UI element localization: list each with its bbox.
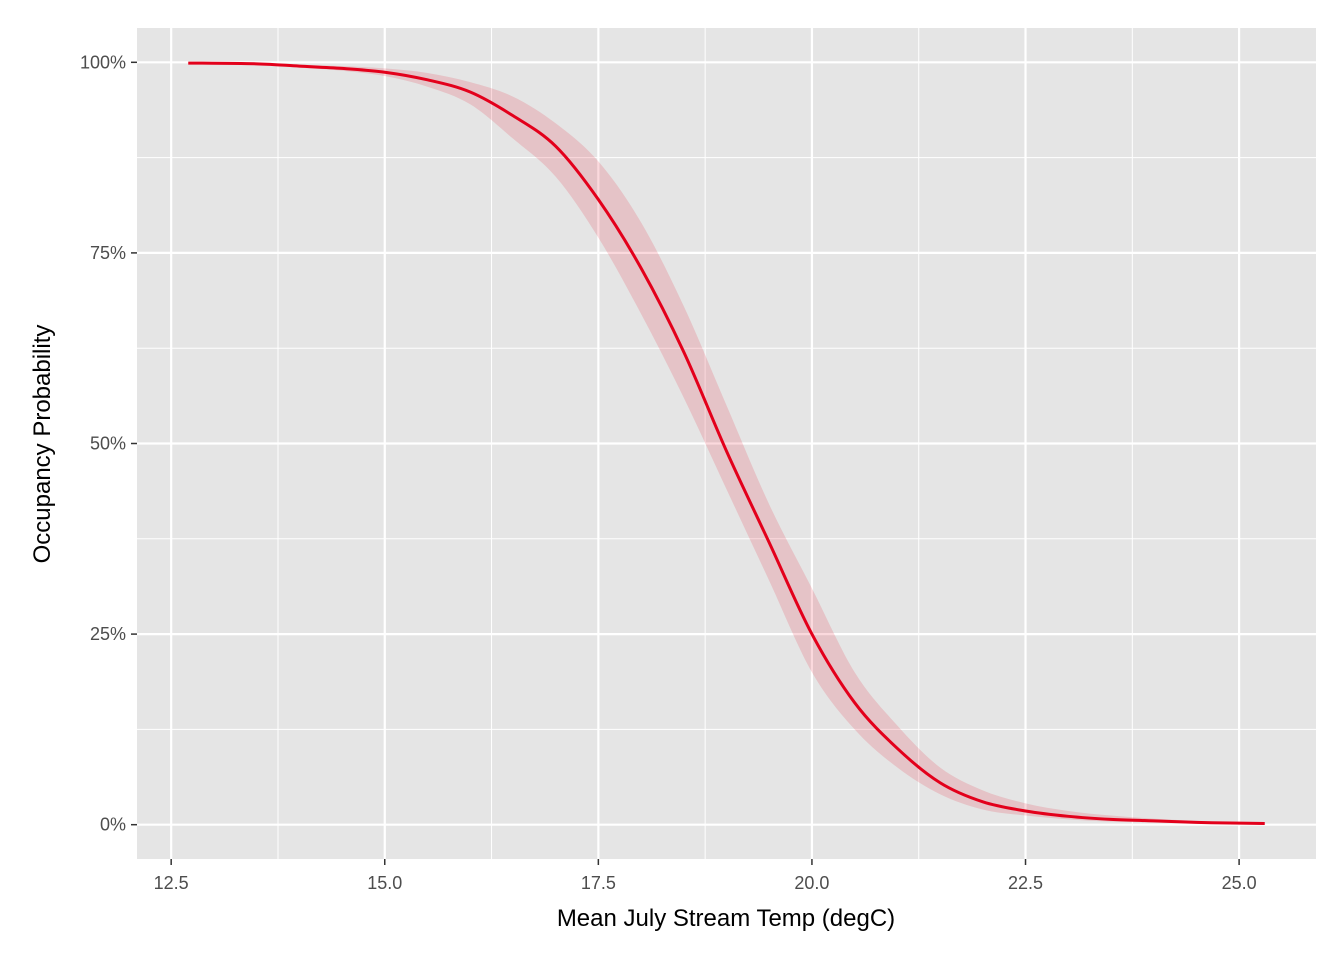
plot-marks (188, 61, 1265, 826)
y-tick-label: 0% (100, 815, 126, 835)
x-tick-label: 25.0 (1222, 873, 1257, 893)
occupancy-line (188, 61, 1265, 826)
y-tick-label: 25% (90, 624, 126, 644)
major-gridlines (137, 28, 1316, 859)
y-tick-label: 100% (80, 52, 126, 72)
y-axis-title: Occupancy Probability (29, 325, 56, 564)
x-tick-label: 17.5 (581, 873, 616, 893)
x-axis-title: Mean July Stream Temp (degC) (557, 905, 895, 932)
x-tick-label: 20.0 (794, 873, 829, 893)
y-tick-label: 75% (90, 243, 126, 263)
confidence-ribbon (188, 62, 1265, 824)
x-tick-label: 15.0 (367, 873, 402, 893)
axes: 12.5 15.0 17.5 20.0 22.5 25.0 0% 25% 50% 75% 100% (80, 52, 1257, 893)
x-tick-label: 22.5 (1008, 873, 1043, 893)
y-tick-label: 50% (90, 434, 126, 454)
x-tick-label: 12.5 (154, 873, 189, 893)
